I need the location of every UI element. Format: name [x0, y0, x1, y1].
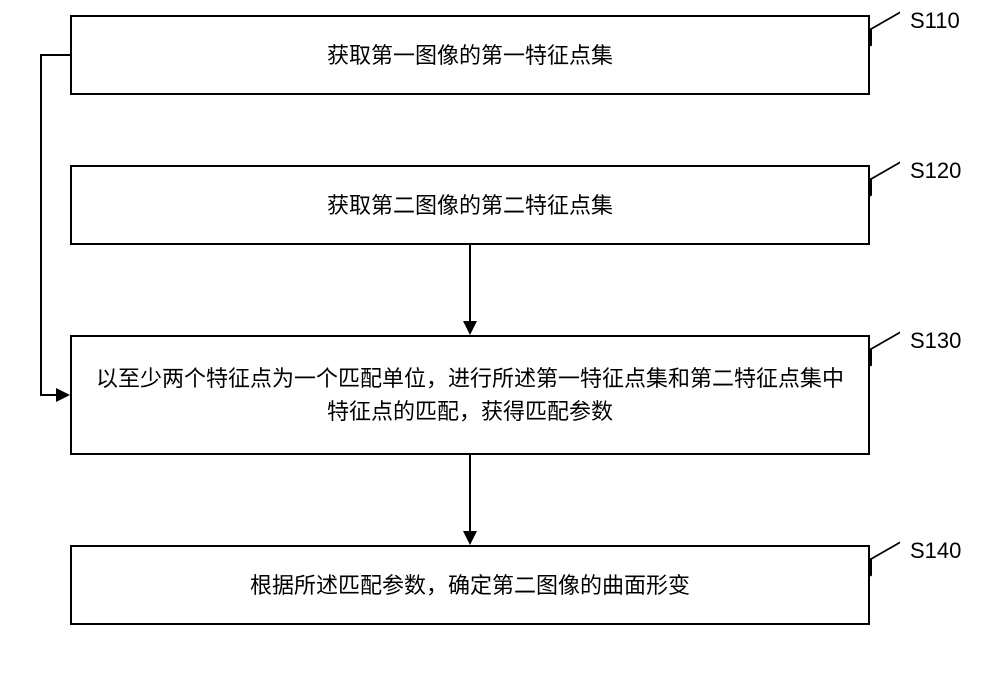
label-leader: [870, 331, 900, 366]
flow-arrow: [469, 455, 471, 533]
flow-label-s130: S130: [910, 328, 961, 354]
flow-box-s140: 根据所述匹配参数，确定第二图像的曲面形变: [70, 545, 870, 625]
flow-box-text: 获取第一图像的第一特征点集: [327, 39, 613, 72]
flow-label-s120: S120: [910, 158, 961, 184]
flow-label-s140: S140: [910, 538, 961, 564]
flow-box-text: 获取第二图像的第二特征点集: [327, 189, 613, 222]
arrow-head-icon: [463, 321, 477, 335]
flow-box-s120: 获取第二图像的第二特征点集: [70, 165, 870, 245]
arrow-head-icon: [463, 531, 477, 545]
flow-box-text: 根据所述匹配参数，确定第二图像的曲面形变: [250, 569, 690, 602]
flow-arrow: [40, 54, 42, 395]
flow-box-s110: 获取第一图像的第一特征点集: [70, 15, 870, 95]
flow-box-s130: 以至少两个特征点为一个匹配单位，进行所述第一特征点集和第二特征点集中特征点的匹配…: [70, 335, 870, 455]
label-leader: [870, 161, 900, 196]
flow-arrow: [469, 245, 471, 323]
label-leader: [870, 11, 900, 46]
flow-arrow: [40, 54, 70, 56]
flow-box-text: 以至少两个特征点为一个匹配单位，进行所述第一特征点集和第二特征点集中特征点的匹配…: [92, 362, 848, 428]
label-leader: [870, 541, 900, 576]
flow-label-s110: S110: [910, 8, 960, 34]
arrow-head-icon: [56, 388, 70, 402]
